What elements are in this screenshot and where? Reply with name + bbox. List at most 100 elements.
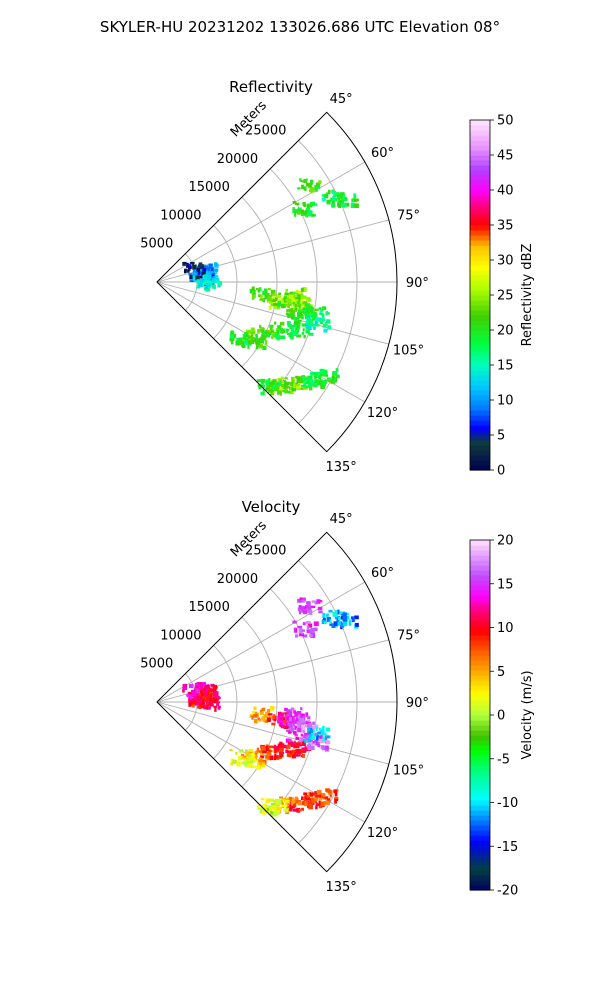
colorbar-swatch — [470, 180, 490, 186]
echo-gate — [285, 386, 290, 389]
echo-gate — [346, 615, 350, 620]
echo-gate — [307, 747, 312, 751]
echo-gate — [290, 727, 295, 733]
echo-gate — [229, 338, 232, 342]
colorbar-swatch — [470, 875, 490, 881]
echo-gate — [298, 378, 303, 383]
colorbar-swatch — [470, 450, 490, 456]
echo-gate — [250, 753, 255, 759]
echo-gate — [251, 758, 257, 761]
echo-gate — [288, 386, 294, 391]
echo-gate — [314, 600, 318, 605]
echo-gate — [262, 749, 268, 754]
echo-gate — [333, 612, 338, 618]
echo-gate — [299, 737, 303, 742]
echo-gate — [276, 294, 281, 298]
echo-gate — [281, 804, 287, 808]
echo-gate — [296, 386, 301, 389]
echo-gate — [306, 297, 310, 302]
echo-gate — [288, 294, 294, 300]
echo-gate — [204, 271, 210, 276]
echo-gate — [308, 723, 313, 728]
echo-gate — [305, 213, 309, 218]
echo-gate — [230, 330, 235, 335]
echo-gate — [303, 610, 308, 615]
echo-gate — [265, 330, 269, 335]
echo-gate — [196, 279, 200, 285]
colorbar-swatch — [470, 635, 490, 641]
radial-tick-label: 20000 — [217, 152, 258, 167]
colorbar-swatch — [470, 400, 490, 406]
echo-gate — [293, 323, 298, 328]
echo-gate — [301, 599, 305, 603]
echo-gate — [286, 298, 292, 304]
echo-gate — [245, 759, 250, 764]
echo-gate — [187, 265, 192, 270]
colorbar-tick-label: 15 — [497, 359, 514, 374]
colorbar-swatch — [470, 840, 490, 846]
echo-gate — [283, 380, 287, 383]
echo-gate — [311, 631, 315, 636]
radial-tick-label: 10000 — [160, 628, 201, 643]
echo-gate — [268, 808, 271, 812]
colorbar-swatch — [470, 725, 490, 731]
echo-gate — [298, 628, 303, 634]
echo-gate — [341, 196, 345, 200]
echo-gate — [295, 289, 299, 293]
echo-gate — [255, 341, 261, 345]
colorbar-tick-label: 5 — [497, 665, 505, 680]
colorbar-swatch — [470, 240, 490, 246]
echo-gate — [266, 808, 270, 811]
echo-gate — [315, 805, 318, 810]
echo-gate — [274, 800, 280, 805]
echo-sw-4 — [256, 798, 282, 817]
echo-gate — [333, 377, 336, 383]
echo-gate — [209, 700, 214, 706]
echo-gate — [238, 337, 243, 342]
panel-reflectivity: Reflectivity45°60°75°90°105°120°135°5000… — [140, 78, 535, 479]
echo-gate — [267, 330, 272, 336]
echo-gate — [211, 692, 216, 697]
echo-gate — [292, 799, 296, 804]
echo-gate — [239, 340, 243, 345]
echo-gate — [341, 623, 345, 628]
echo-gate — [310, 741, 314, 745]
echo-gate — [254, 751, 259, 754]
colorbar-swatch — [470, 615, 490, 621]
echo-gate — [257, 717, 261, 720]
echo-gate — [343, 203, 347, 208]
echo-gate — [279, 378, 282, 384]
echo-gate — [251, 333, 254, 338]
echo-gate — [326, 798, 331, 803]
echo-gate — [269, 327, 273, 332]
echo-gate — [327, 189, 331, 195]
echo-gate — [214, 706, 217, 712]
echo-gate — [297, 626, 302, 629]
echo-gate — [196, 267, 201, 272]
echo-gate — [307, 716, 311, 720]
colorbar-swatch — [470, 670, 490, 676]
echo-gate — [287, 306, 291, 309]
echo-gate — [335, 610, 338, 613]
echo-gate — [271, 722, 276, 726]
echo-gate — [294, 385, 298, 390]
echo-gate — [270, 325, 273, 330]
echo-gate — [291, 754, 296, 759]
echo-gate — [294, 713, 300, 717]
echo-gate — [282, 389, 285, 393]
colorbar-swatch — [470, 360, 490, 366]
angle-tick-label: 135° — [325, 880, 356, 895]
echo-gate — [315, 794, 320, 798]
echo-gate — [309, 188, 315, 193]
echo-gate — [300, 180, 306, 183]
echo-gate — [298, 298, 301, 303]
echo-gate — [182, 687, 188, 691]
colorbar-swatch — [470, 300, 490, 306]
echo-gate — [322, 736, 326, 742]
echo-gate — [291, 298, 297, 302]
echo-gate — [317, 606, 323, 611]
echo-gate — [348, 619, 352, 624]
echo-gate — [300, 302, 304, 307]
echo-gate — [199, 270, 203, 275]
colorbar-swatch — [470, 425, 490, 431]
